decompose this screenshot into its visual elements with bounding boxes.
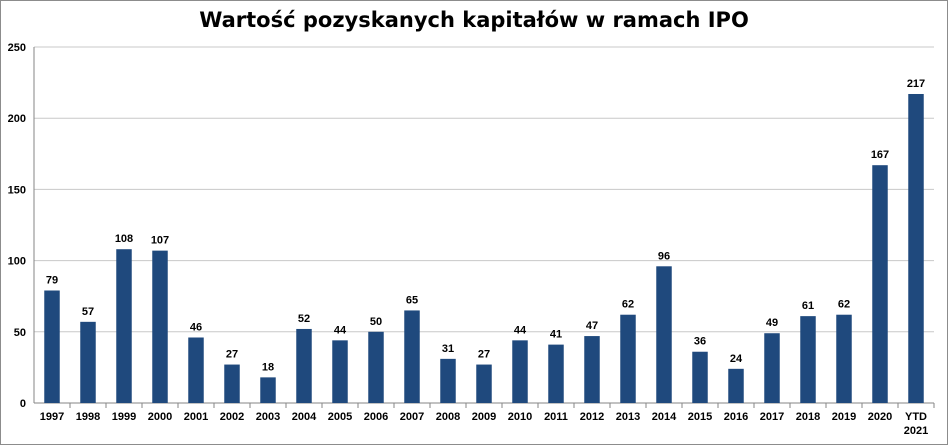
data-label: 79 — [46, 275, 58, 287]
y-tick-label: 250 — [8, 42, 26, 54]
x-tick-label: 2018 — [796, 411, 820, 423]
y-tick-label: 150 — [8, 184, 26, 196]
data-label: 96 — [658, 250, 670, 262]
x-tick-label: 2015 — [688, 411, 712, 423]
bar-1998 — [80, 321, 96, 403]
x-tick-label: 1997 — [40, 411, 64, 423]
x-tick-label: 2004 — [292, 411, 317, 423]
bar-2006 — [368, 331, 384, 403]
x-tick-label: 2010 — [508, 411, 532, 423]
bar-2007 — [404, 310, 420, 403]
data-label: 61 — [802, 300, 814, 312]
x-tick-label: YTD 2021 — [904, 411, 928, 437]
bar-2015 — [692, 351, 708, 403]
bar-2018 — [800, 316, 816, 403]
bar-2002 — [224, 364, 240, 403]
bar-2012 — [584, 336, 600, 403]
bar-2020 — [872, 165, 888, 403]
bar-2003 — [260, 377, 276, 403]
data-label: 108 — [115, 233, 133, 245]
x-tick-label: 2014 — [652, 411, 677, 423]
x-tick-label: 2007 — [400, 411, 424, 423]
x-tick-label: 2013 — [616, 411, 640, 423]
data-label: 36 — [694, 336, 706, 348]
x-tick-label: 2003 — [256, 411, 280, 423]
data-label: 49 — [766, 317, 778, 329]
data-label: 44 — [334, 324, 347, 336]
data-label: 62 — [622, 299, 634, 311]
data-label: 18 — [262, 361, 274, 373]
data-label: 27 — [478, 349, 490, 361]
x-tick-label: 2016 — [724, 411, 748, 423]
data-label: 65 — [406, 294, 418, 306]
x-tick-label: 2008 — [436, 411, 460, 423]
x-tick-label: 2020 — [868, 411, 892, 423]
x-tick-label: 2017 — [760, 411, 784, 423]
data-label: 62 — [838, 299, 850, 311]
x-tick-label: 2005 — [328, 411, 352, 423]
bar-2011 — [548, 344, 564, 403]
chart-title: Wartość pozyskanych kapitałów w ramach I… — [199, 8, 749, 32]
bar-2014 — [656, 266, 672, 403]
data-label: 217 — [907, 78, 925, 90]
y-tick-label: 50 — [14, 327, 26, 339]
data-label: 31 — [442, 343, 454, 355]
x-tick-label: 2012 — [580, 411, 604, 423]
data-label: 107 — [151, 235, 169, 247]
data-label: 46 — [190, 321, 202, 333]
data-label: 52 — [298, 313, 310, 325]
x-tick-label: 2002 — [220, 411, 244, 423]
x-tick-label: 2011 — [544, 411, 568, 423]
bar-2000 — [152, 250, 168, 403]
bar-2005 — [332, 340, 348, 403]
data-label: 47 — [586, 320, 598, 332]
bar-2008 — [440, 358, 456, 403]
bar-2019 — [836, 314, 852, 403]
bar-1999 — [116, 249, 132, 403]
data-label: 50 — [370, 316, 382, 328]
bar-2010 — [512, 340, 528, 403]
data-label: 167 — [871, 149, 889, 161]
bar-ytd-2021 — [908, 93, 924, 403]
x-tick-label: 2000 — [148, 411, 172, 423]
x-tick-label: 2009 — [472, 411, 496, 423]
bar-2016 — [728, 368, 744, 403]
bar-2017 — [764, 333, 780, 403]
data-label: 57 — [82, 306, 94, 318]
x-tick-label: 1999 — [112, 411, 136, 423]
bar-2009 — [476, 364, 492, 403]
x-tick-label: 1998 — [76, 411, 100, 423]
x-tick-label: 2001 — [184, 411, 208, 423]
y-tick-label: 200 — [8, 113, 26, 125]
data-label: 41 — [550, 329, 562, 341]
bar-1997 — [44, 290, 60, 403]
bar-2001 — [188, 337, 204, 403]
data-label: 44 — [514, 324, 527, 336]
data-label: 24 — [730, 353, 743, 365]
bar-2004 — [296, 328, 312, 403]
y-tick-label: 100 — [8, 256, 26, 268]
x-tick-label: 2019 — [832, 411, 856, 423]
y-tick-label: 0 — [20, 398, 26, 410]
bar-2013 — [620, 314, 636, 403]
data-label: 27 — [226, 349, 238, 361]
x-tick-label: 2006 — [364, 411, 388, 423]
